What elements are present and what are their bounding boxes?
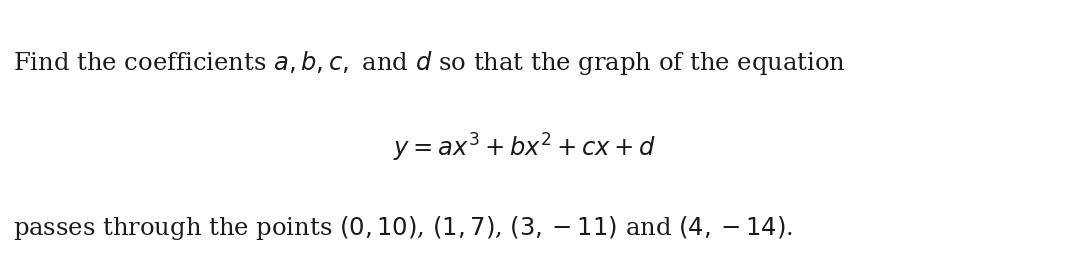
Text: passes through the points $(0, 10)$, $(1, 7)$, $(3, -11)$ and $(4, -14)$.: passes through the points $(0, 10)$, $(1… bbox=[13, 214, 793, 242]
Text: Find the coefficients $a, b, c,$ and $d$ so that the graph of the equation: Find the coefficients $a, b, c,$ and $d$… bbox=[13, 49, 845, 77]
Text: $y = ax^3 + bx^2 + cx + d$: $y = ax^3 + bx^2 + cx + d$ bbox=[393, 132, 657, 164]
